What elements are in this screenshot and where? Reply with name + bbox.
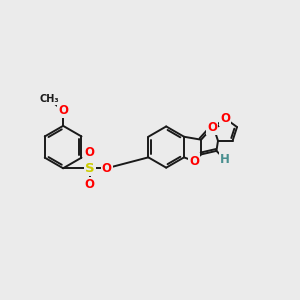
Text: O: O <box>220 112 230 125</box>
Text: O: O <box>189 155 199 168</box>
Text: O: O <box>85 178 94 191</box>
Text: O: O <box>85 146 94 159</box>
Text: O: O <box>58 104 68 117</box>
Text: O: O <box>102 162 112 175</box>
Text: S: S <box>85 162 94 175</box>
Text: CH₃: CH₃ <box>39 94 59 104</box>
Text: H: H <box>220 153 230 166</box>
Text: O: O <box>207 121 217 134</box>
